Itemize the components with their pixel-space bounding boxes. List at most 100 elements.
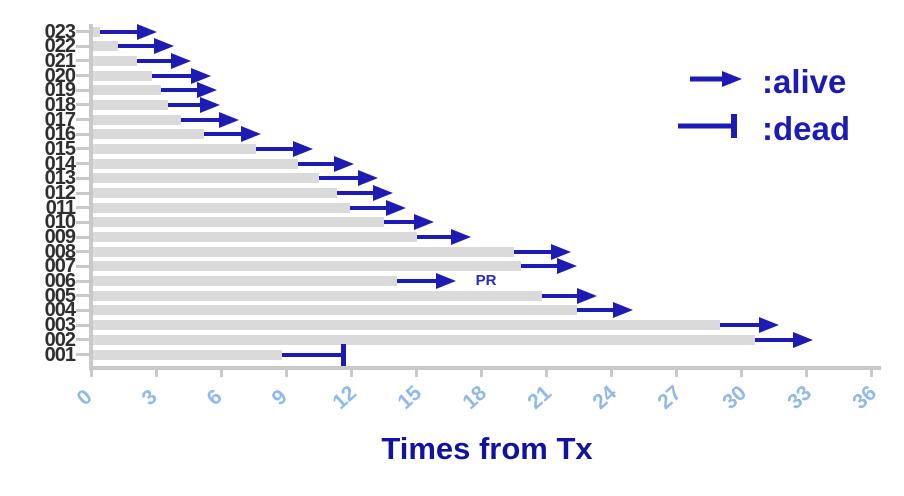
y-axis-label: 022 — [44, 35, 76, 58]
y-axis-label: 014 — [44, 152, 76, 175]
x-axis-tick — [155, 369, 159, 377]
y-axis-label: 019 — [44, 79, 76, 102]
y-axis-label: 016 — [44, 123, 76, 146]
x-tick-label: 15 — [392, 381, 426, 414]
y-axis-label: 009 — [44, 226, 76, 249]
swimmer-bar — [93, 320, 721, 331]
y-axis-label: 010 — [44, 211, 76, 234]
alive-arrow-tail — [336, 191, 375, 195]
y-axis-label: 011 — [45, 196, 76, 219]
y-axis-tick — [76, 147, 90, 151]
alive-arrow-head-icon — [758, 317, 779, 334]
x-tick-label: 30 — [717, 381, 751, 414]
swimmer-bar — [93, 26, 101, 37]
legend-label-dead: :dead — [762, 109, 851, 147]
x-axis-tick — [675, 369, 679, 377]
y-axis-tick — [76, 44, 90, 48]
y-axis-tick — [76, 308, 90, 312]
legend-item-dead: :dead — [676, 110, 850, 146]
y-axis-tick — [76, 162, 90, 166]
swimmer-bar — [93, 41, 118, 52]
x-tick-label: 9 — [267, 385, 292, 411]
alive-arrow-tail — [754, 337, 796, 342]
x-axis-tick — [740, 369, 744, 377]
alive-arrow-tail — [384, 220, 417, 225]
swimmer-bar — [93, 143, 257, 154]
alive-arrow-head-icon — [190, 67, 211, 84]
x-axis-tick — [285, 369, 289, 377]
alive-arrow-tail — [720, 323, 761, 328]
alive-arrow-head-icon — [197, 82, 218, 99]
alive-arrow-tail — [520, 264, 560, 269]
y-axis-label: 003 — [44, 314, 76, 337]
x-axis-tick — [545, 369, 549, 377]
y-axis-label: 017 — [44, 108, 76, 131]
alive-arrow-head-icon — [450, 229, 471, 246]
x-axis-tick — [610, 369, 614, 377]
y-axis-tick — [76, 323, 90, 327]
alive-arrow-head-icon — [435, 273, 456, 290]
alive-arrow-head-icon — [219, 111, 240, 128]
y-axis-label: 015 — [44, 137, 76, 160]
y-axis-line — [89, 24, 93, 369]
alive-arrow-tail — [542, 293, 579, 298]
y-axis-tick — [76, 88, 90, 92]
y-axis-label: 001 — [44, 343, 76, 366]
dead-tbar-icon — [676, 113, 746, 144]
y-axis-label: 021 — [44, 49, 76, 72]
alive-arrow-tail — [349, 205, 388, 210]
x-axis-title: Times from Tx — [381, 431, 593, 466]
y-axis-tick — [76, 235, 90, 239]
alive-arrow-tail — [137, 58, 174, 63]
x-tick-label: 33 — [782, 381, 816, 414]
y-axis-tick — [76, 59, 90, 63]
y-axis-tick — [76, 279, 90, 283]
y-axis-tick — [76, 30, 90, 33]
swimmer-bar — [93, 55, 138, 66]
y-axis-tick — [76, 353, 90, 356]
x-axis-tick — [90, 369, 94, 377]
x-axis-tick — [480, 369, 484, 377]
alive-arrow-tail — [167, 102, 202, 107]
alive-arrow-head-icon — [576, 287, 597, 304]
y-axis-tick — [76, 264, 90, 268]
y-axis-label: 004 — [44, 299, 76, 322]
x-tick-label: 18 — [457, 381, 491, 414]
y-axis-tick — [76, 294, 90, 298]
y-axis-tick — [76, 132, 90, 136]
alive-arrow-tail — [117, 44, 157, 49]
alive-arrow-head-icon — [557, 258, 578, 275]
alive-arrow-head-icon — [414, 214, 435, 231]
y-axis-label: 007 — [44, 255, 76, 278]
y-axis-label: 005 — [44, 284, 76, 307]
response-annotation: PR — [475, 272, 497, 290]
alive-arrow-tail — [397, 279, 438, 284]
alive-arrow-tail — [416, 235, 453, 240]
x-tick-label: 3 — [137, 385, 162, 411]
y-axis-tick — [76, 206, 90, 210]
swimmer-bar — [93, 114, 181, 125]
alive-arrow-head-icon — [793, 331, 814, 348]
dead-tbar-icon — [340, 343, 346, 366]
x-tick-label: 27 — [652, 381, 686, 414]
y-axis-label: 006 — [44, 270, 76, 293]
x-axis-tick — [220, 369, 224, 377]
alive-arrow-head-icon — [199, 96, 220, 113]
x-tick-label: 36 — [847, 381, 881, 414]
swimmer-bar — [93, 217, 385, 228]
y-axis-tick — [76, 118, 90, 122]
y-axis-tick — [76, 338, 90, 342]
swimmer-bar — [93, 70, 153, 81]
alive-arrow-tail — [180, 117, 222, 122]
x-axis-tick — [350, 369, 354, 377]
y-axis-label: 013 — [44, 167, 76, 190]
alive-arrow-head-icon — [372, 185, 393, 201]
y-axis-label: 023 — [44, 20, 76, 43]
swimmer-bar — [93, 158, 298, 169]
y-axis-tick — [76, 74, 90, 78]
swimmer-bar — [93, 85, 162, 96]
alive-arrow-head-icon — [613, 302, 634, 319]
alive-arrow-tail — [204, 132, 243, 137]
swimmer-bar — [93, 305, 578, 316]
alive-arrow-tail — [514, 249, 553, 254]
